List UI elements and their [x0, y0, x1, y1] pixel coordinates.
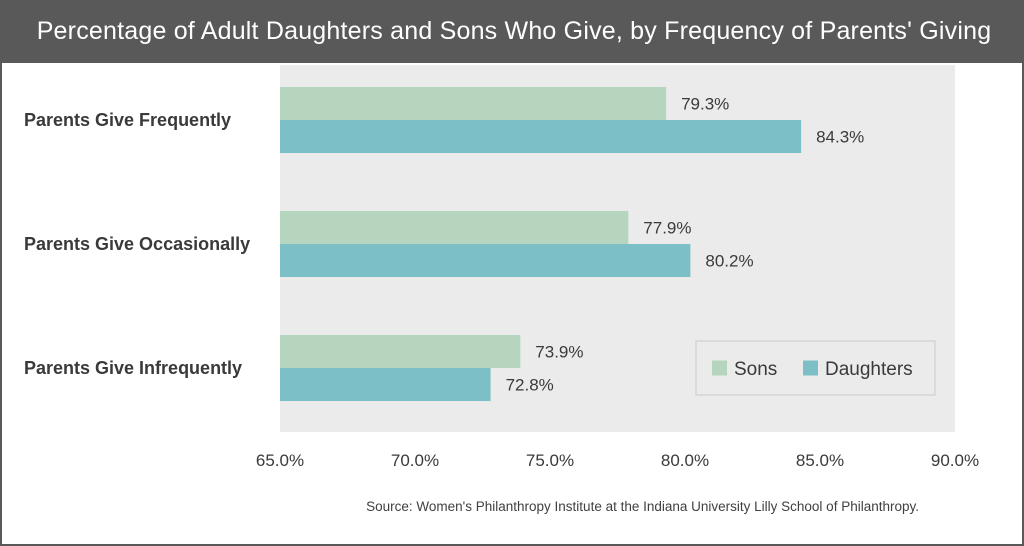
sons-bar [280, 211, 629, 244]
category-label: Parents Give Frequently [24, 110, 231, 130]
legend-label: Daughters [825, 359, 913, 380]
data-label: 77.9% [643, 219, 691, 238]
data-label: 79.3% [681, 95, 729, 114]
daughters-legend-swatch [803, 360, 818, 376]
chart-title: Percentage of Adult Daughters and Sons W… [36, 17, 992, 45]
legend-box [695, 340, 936, 396]
x-tick-label: 80.0% [661, 451, 709, 470]
daughters-bar [280, 120, 802, 153]
category-label: Parents Give Occasionally [24, 234, 250, 254]
source-note: Source: Women's Philanthropy Institute a… [366, 499, 919, 514]
data-label: 84.3% [816, 128, 864, 147]
sons-legend-swatch [712, 360, 727, 376]
daughters-bar [280, 244, 691, 277]
sons-bar [280, 87, 667, 120]
x-tick-label: 85.0% [796, 451, 844, 470]
data-label: 72.8% [506, 376, 554, 395]
x-tick-label: 90.0% [931, 451, 979, 470]
x-tick-label: 70.0% [391, 451, 439, 470]
data-label: 80.2% [705, 252, 753, 271]
category-label: Parents Give Infrequently [24, 358, 242, 378]
daughters-bar [280, 368, 491, 401]
title-bar: Percentage of Adult Daughters and Sons W… [2, 0, 1024, 63]
legend-label: Sons [734, 359, 777, 380]
x-tick-label: 75.0% [526, 451, 574, 470]
sons-bar [280, 335, 521, 368]
x-tick-label: 65.0% [256, 451, 304, 470]
data-label: 73.9% [535, 343, 583, 362]
